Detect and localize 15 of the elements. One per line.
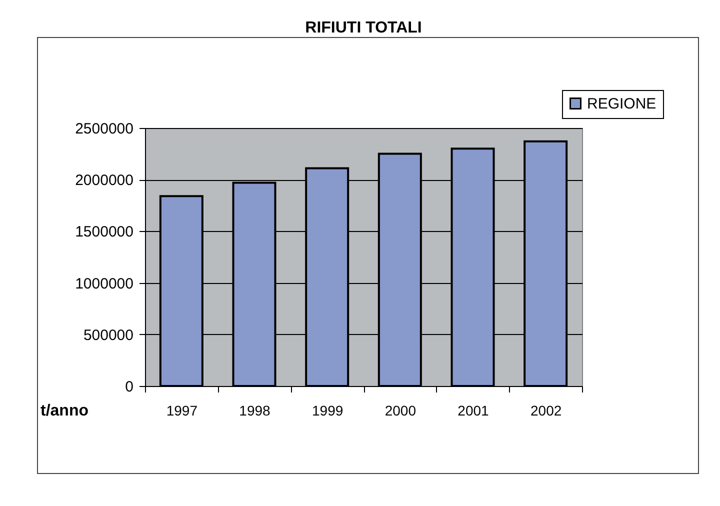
- x-tick-label: 2002: [530, 402, 562, 418]
- y-axis-title: t/anno: [40, 402, 89, 420]
- y-tick-label: 1500000: [75, 224, 134, 241]
- legend-label: REGIONE: [587, 96, 656, 112]
- x-tick-label: 1999: [312, 402, 344, 418]
- x-tick-label: 2001: [458, 402, 490, 418]
- y-tick-label: 2500000: [75, 120, 134, 138]
- y-tick-label: 0: [125, 378, 134, 396]
- y-tick-label: 1000000: [75, 275, 134, 292]
- chart-title: RIFIUTI TOTALI: [305, 20, 422, 36]
- x-tick-label: 1997: [166, 402, 198, 418]
- y-tick-label: 2000000: [75, 172, 134, 190]
- x-tick-label: 2000: [384, 402, 416, 418]
- y-tick-label: 500000: [83, 326, 134, 344]
- x-tick-label: 1998: [239, 402, 271, 418]
